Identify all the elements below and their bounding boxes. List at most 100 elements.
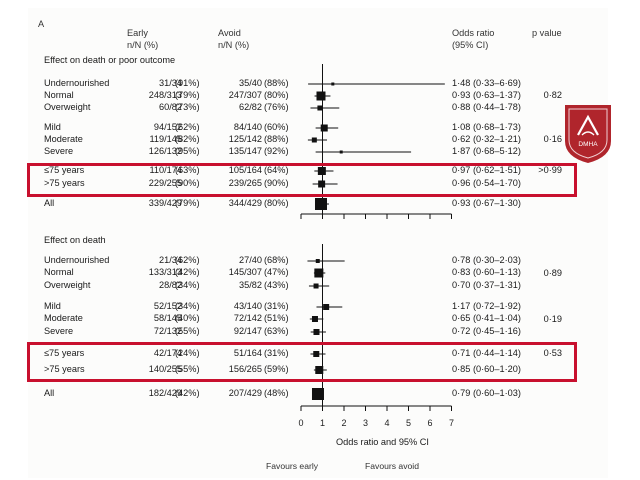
x-tick-label: 3 [363, 418, 368, 428]
avoid-percent: (92%) [264, 146, 289, 156]
avoid-count: 27/40 [239, 255, 262, 265]
avoid-count: 43/140 [233, 301, 262, 311]
row-label: Severe [44, 146, 74, 156]
early-count: 21/34 [159, 255, 182, 265]
odds-ratio-marker [323, 304, 330, 310]
avoid-percent: (43%) [264, 280, 289, 290]
avoid-count: 51/164 [233, 348, 262, 358]
early-percent: (62%) [175, 122, 200, 132]
early-percent: (55%) [175, 326, 200, 336]
institution-logo: DMHA [565, 105, 611, 163]
early-count: 133/313 [148, 267, 182, 277]
avoid-count: 35/82 [239, 280, 262, 290]
avoid-percent: (90%) [264, 178, 289, 188]
early-percent: (42%) [175, 388, 200, 398]
odds-ratio-value: 0·88 (0·44–1·78) [452, 102, 521, 112]
x-tick-label: 7 [449, 418, 454, 428]
avoid-percent: (48%) [264, 388, 289, 398]
avoid-count: 62/82 [239, 102, 262, 112]
early-header-title: Early [127, 28, 148, 38]
avoid-count: 84/140 [233, 122, 262, 132]
early-count: 126/132 [148, 146, 182, 156]
avoid-count: 125/142 [228, 134, 262, 144]
odds-ratio-value: 1·17 (0·72–1·92) [452, 301, 521, 311]
early-percent: (34%) [175, 280, 200, 290]
early-percent: (42%) [175, 267, 200, 277]
early-percent: (40%) [175, 313, 200, 323]
avoid-percent: (88%) [264, 134, 289, 144]
row-label: Undernourished [44, 255, 110, 265]
odds-ratio-marker [311, 388, 324, 400]
avoid-count: 135/147 [228, 146, 262, 156]
odds-ratio-marker [311, 137, 317, 143]
row-label: ≤75 years [44, 348, 85, 358]
avoid-count: 72/142 [233, 313, 262, 323]
avoid-count: 344/429 [228, 198, 262, 208]
odds-ratio-value: 0·97 (0·62–1·51) [452, 165, 521, 175]
odds-ratio-marker [314, 268, 324, 278]
odds-ratio-marker [317, 105, 323, 111]
early-count: 119/145 [149, 134, 182, 144]
x-tick-label: 0 [298, 418, 303, 428]
row-label: Mild [44, 122, 61, 132]
row-label: Normal [44, 90, 74, 100]
avoid-percent: (31%) [264, 301, 289, 311]
favours-avoid-label: Favours avoid [365, 461, 419, 471]
avoid-percent: (68%) [264, 255, 289, 265]
row-label: >75 years [44, 178, 85, 188]
avoid-count: 145/307 [228, 267, 262, 277]
p-value: 0·16 [543, 134, 562, 144]
x-tick-label: 5 [406, 418, 411, 428]
early-count: 140/255 [148, 364, 182, 374]
early-count: 58/145 [153, 313, 182, 323]
row-label: Severe [44, 326, 74, 336]
early-header-unit: n/N (%) [127, 40, 159, 50]
logo-shield [565, 105, 611, 163]
p-value: 0·89 [543, 267, 562, 278]
odds-ratio-marker [320, 124, 328, 132]
odds-ratio-marker [313, 283, 319, 289]
early-percent: (91%) [175, 78, 200, 88]
age-subgroup-highlight-2 [27, 342, 577, 382]
p-value: 0·53 [543, 348, 562, 358]
odds-ratio-marker [315, 366, 324, 374]
avoid-percent: (60%) [264, 122, 289, 132]
odds-ratio-marker [331, 82, 335, 86]
row-label: All [44, 198, 55, 208]
panel-label: A [38, 19, 45, 29]
row-label: Normal [44, 267, 74, 277]
p-value: >0·99 [538, 165, 562, 175]
age-subgroup-highlight-1 [27, 163, 577, 197]
avoid-count: 207/429 [228, 388, 262, 398]
odds-ratio-header-title: Odds ratio [452, 28, 495, 38]
row-label: Overweight [44, 102, 91, 112]
avoid-count: 156/265 [228, 364, 262, 374]
early-percent: (24%) [175, 348, 200, 358]
odds-ratio-value: 0·93 (0·63–1·37) [452, 90, 521, 100]
axis-title: Odds ratio and 95% CI [336, 437, 429, 447]
odds-ratio-header-unit: (95% CI) [452, 40, 489, 50]
avoid-count: 105/164 [228, 165, 262, 175]
avoid-percent: (59%) [264, 364, 289, 374]
avoid-percent: (47%) [264, 267, 289, 277]
avoid-percent: (80%) [264, 90, 289, 100]
avoid-percent: (76%) [264, 102, 289, 112]
early-count: 52/152 [153, 301, 182, 311]
odds-ratio-marker [313, 329, 320, 335]
avoid-percent: (51%) [264, 313, 289, 323]
odds-ratio-marker [314, 198, 327, 210]
early-count: 94/152 [153, 122, 182, 132]
avoid-count: 247/307 [228, 90, 262, 100]
early-count: 182/429 [148, 388, 182, 398]
x-tick-label: 6 [427, 418, 432, 428]
row-label: Mild [44, 301, 61, 311]
p-value-header: p value [532, 28, 562, 38]
avoid-header-unit: n/N (%) [218, 40, 250, 50]
odds-ratio-value: 1·08 (0·68–1·73) [452, 122, 521, 132]
odds-ratio-value: 0·72 (0·45–1·16) [452, 326, 521, 336]
avoid-percent: (88%) [264, 78, 289, 88]
odds-ratio-marker [316, 91, 326, 101]
odds-ratio-value: 0·85 (0·60–1·20) [452, 364, 521, 374]
section-title: Effect on death [44, 235, 106, 245]
